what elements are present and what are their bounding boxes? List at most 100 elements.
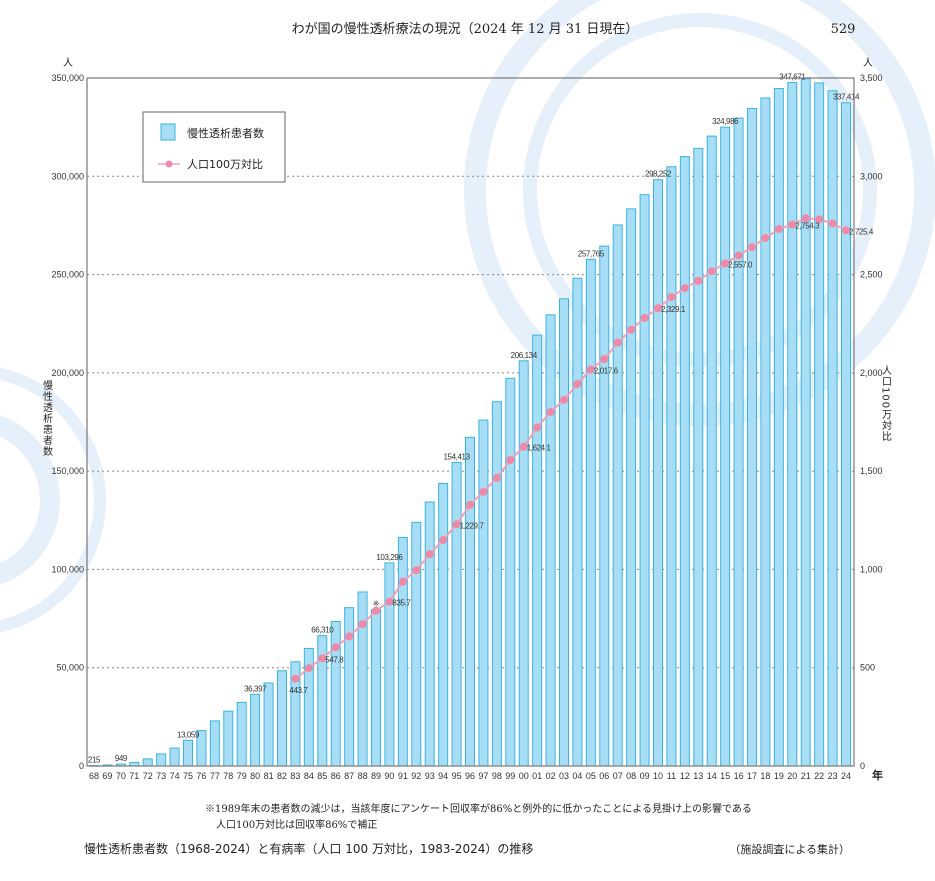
bar-05	[585, 258, 596, 767]
bar-96	[465, 436, 475, 767]
x-axis-tick-label: 04	[572, 771, 582, 781]
rate-marker-86	[331, 643, 340, 652]
line-data-label: 443.7	[289, 686, 308, 695]
rate-marker-01	[533, 423, 542, 432]
rate-marker-02	[546, 407, 555, 416]
x-axis-tick-label: 86	[331, 771, 341, 781]
x-axis-tick-label: 77	[210, 771, 220, 781]
bar-data-label: 103,296	[376, 553, 403, 562]
x-axis-tick-label: 03	[559, 771, 569, 781]
bar-80	[250, 693, 261, 767]
x-axis-tick-label: 94	[438, 771, 448, 781]
x-axis-tick-label: 90	[384, 771, 394, 781]
bar-13	[693, 147, 704, 767]
x-axis-tick-label: 11	[667, 771, 676, 781]
rate-marker-23	[828, 219, 837, 228]
rate-marker-91	[398, 577, 407, 586]
x-axis-tick-label: 79	[237, 771, 247, 781]
rate-marker-00	[519, 442, 528, 451]
x-axis-tick-label: 76	[196, 771, 206, 781]
rate-marker-95	[452, 520, 461, 529]
bar-82	[277, 670, 287, 767]
bar-11	[666, 166, 677, 767]
bar-data-label: 337,414	[833, 93, 860, 102]
bar-91	[397, 536, 408, 767]
line-data-label: 2,557.0	[728, 260, 753, 269]
bar-22	[814, 82, 825, 767]
x-axis-tick-label: 09	[640, 771, 650, 781]
x-axis-tick-label: 16	[734, 771, 744, 781]
line-series	[291, 214, 850, 683]
x-axis-tick-label: 68	[89, 771, 99, 781]
rate-marker-15	[721, 259, 730, 268]
x-axis-tick-label: 74	[170, 771, 180, 781]
right-axis-tick-label: 1,500	[860, 466, 883, 476]
bar-04	[572, 277, 583, 767]
bar-06	[599, 245, 610, 767]
x-axis-tick-label: 18	[760, 771, 770, 781]
x-axis-tick-label: 20	[787, 771, 797, 781]
rate-marker-83	[291, 674, 300, 683]
rate-marker-89	[372, 606, 380, 615]
x-axis-tick-label: 85	[317, 771, 327, 781]
bar-75	[183, 739, 193, 767]
rate-marker-19	[774, 225, 783, 234]
left-axis-tick-label: 250,000	[51, 270, 84, 280]
x-axis-tick-label: 97	[478, 771, 488, 781]
rate-marker-08	[627, 325, 636, 334]
line-data-label: 2,017.6	[594, 366, 619, 375]
left-axis-tick-label: 350,000	[51, 73, 84, 83]
footnote-line1: ※1989年末の患者数の減少は，当該年度にアンケート回収率が86%と例外的に低か…	[205, 802, 752, 815]
x-axis-tick-label: 07	[613, 771, 623, 781]
right-axis-tick-label: 1,000	[860, 564, 883, 574]
x-axis-tick-label: 91	[398, 771, 408, 781]
bar-data-label: 66,310	[311, 626, 334, 635]
bar-data-label: 154,413	[444, 452, 471, 461]
axes: 0 50,000 100,000 150,000 200,000 250,000 300,0…	[51, 73, 882, 781]
bar-08	[626, 208, 637, 767]
bar-10	[653, 179, 663, 767]
rate-marker-87	[345, 632, 354, 641]
x-axis-tick-label: 83	[290, 771, 300, 781]
bar-89	[371, 609, 381, 767]
bar-data-label: 257,765	[578, 249, 605, 258]
line-data-label: 2,725.4	[849, 227, 874, 236]
x-axis-tick-label: 13	[693, 771, 703, 781]
bar-data-label: ※	[373, 600, 379, 609]
rate-marker-98	[492, 473, 501, 482]
bar-21	[800, 78, 811, 767]
bar-24	[841, 102, 851, 767]
bar-data-label: 949	[115, 754, 128, 763]
x-axis-tick-label: 98	[492, 771, 502, 781]
x-axis-tick-label: 95	[452, 771, 462, 781]
rate-marker-24	[842, 226, 850, 235]
bar-00	[518, 360, 529, 767]
bar-03	[559, 298, 569, 767]
x-axis-tick-label: 82	[277, 771, 287, 781]
left-axis-tick-label: 150,000	[51, 466, 84, 476]
bar-74	[169, 747, 180, 767]
rate-marker-12	[680, 284, 689, 293]
x-axis-tick-label: 06	[599, 771, 609, 781]
legend-bar-swatch	[160, 123, 176, 141]
x-axis-tick-label: 05	[586, 771, 596, 781]
x-axis-tick-label: 19	[774, 771, 784, 781]
x-axis-tick-label: 78	[223, 771, 233, 781]
legend: 慢性透析患者数 人口100万対比	[142, 111, 286, 183]
bar-72	[142, 758, 153, 767]
bar-15	[720, 126, 731, 767]
left-axis-tick-label: 100,000	[51, 564, 84, 574]
legend-label-rate: 人口100万対比	[187, 157, 263, 171]
x-axis-tick-label: 87	[344, 771, 354, 781]
bar-88	[357, 591, 368, 767]
right-axis-tick-label: 500	[860, 663, 875, 673]
x-axis-tick-label: 22	[814, 771, 824, 781]
bar-data-label: 206,134	[511, 351, 538, 360]
left-axis-tick-label: 0	[79, 761, 84, 771]
x-axis-tick-label: 21	[801, 771, 811, 781]
bar-07	[612, 224, 623, 767]
bar-17	[747, 107, 757, 767]
bar-93	[424, 501, 435, 767]
line-data-label: 547.8	[325, 655, 344, 664]
rate-marker-04	[573, 379, 582, 388]
